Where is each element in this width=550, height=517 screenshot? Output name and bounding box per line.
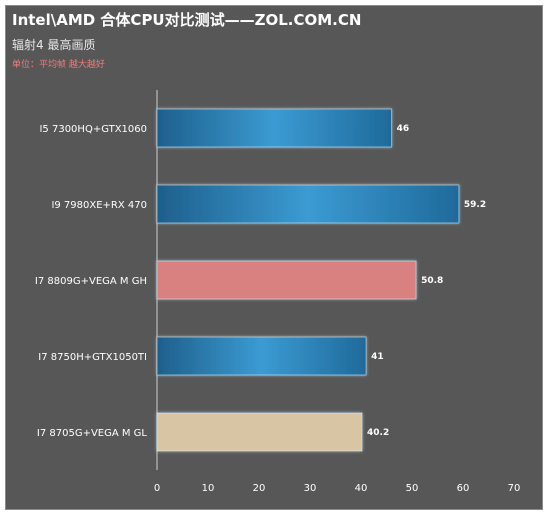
bar — [156, 336, 367, 376]
bar — [156, 108, 393, 148]
category-label: I7 8809G+VEGA M GH — [35, 276, 147, 287]
x-tick-label: 30 — [304, 483, 317, 494]
category-label: I5 7300HQ+GTX1060 — [39, 124, 147, 135]
x-tick-label: 70 — [508, 483, 521, 494]
chart-title: Intel\AMD 合体CPU对比测试——ZOL.COM.CN — [12, 11, 362, 29]
x-tick-label: 40 — [355, 483, 368, 494]
chart-subtitle: 辐射4 最高画质 — [12, 38, 96, 52]
category-label: I9 7980XE+RX 470 — [51, 200, 147, 211]
bar — [156, 184, 460, 224]
data-label: 50.8 — [421, 276, 443, 286]
data-label: 41 — [371, 352, 384, 362]
data-label: 40.2 — [367, 428, 389, 438]
category-label: I7 8705G+VEGA M GL — [37, 428, 148, 439]
x-tick-label: 60 — [457, 483, 470, 494]
x-tick-label: 10 — [202, 483, 215, 494]
bar — [156, 260, 417, 300]
x-tick-label: 50 — [406, 483, 419, 494]
category-label: I7 8750H+GTX1050TI — [38, 352, 147, 363]
x-tick-label: 20 — [253, 483, 266, 494]
bar — [156, 412, 363, 452]
x-tick-label: 0 — [154, 483, 160, 494]
unit-note: 单位：平均帧 越大越好 — [12, 60, 105, 70]
data-label: 59.2 — [464, 200, 486, 210]
data-label: 46 — [397, 124, 410, 134]
